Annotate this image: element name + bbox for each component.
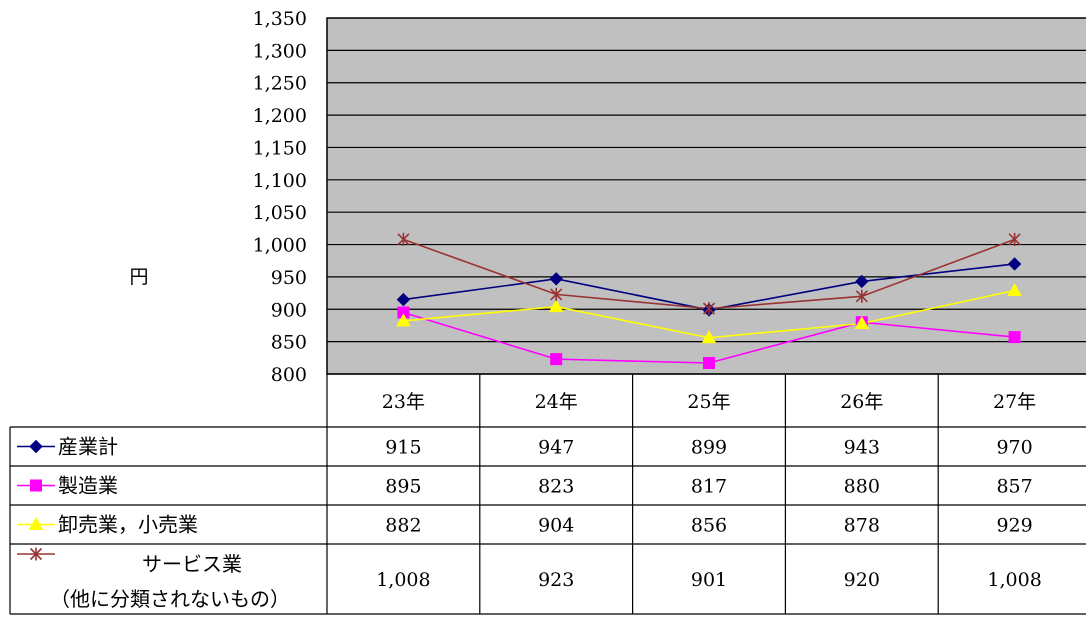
x-tick-label: 26年 — [840, 391, 883, 413]
table-cell-value: 915 — [385, 437, 421, 459]
y-tick-label: 950 — [271, 267, 307, 289]
y-tick-label: 1,200 — [253, 105, 307, 127]
data-point-marker — [1007, 282, 1022, 297]
table-cell-value: 823 — [538, 476, 574, 498]
legend-key-marker — [28, 516, 44, 530]
data-point-marker — [549, 272, 563, 286]
y-tick-label: 800 — [271, 364, 307, 386]
data-point-marker — [396, 292, 411, 307]
y-axis: 800 850 900 950 1,000 1,050 1,100 1,150 1,200 1,2… — [253, 8, 307, 386]
table-cell-value: 920 — [844, 569, 880, 591]
table-cell-value: 878 — [844, 515, 880, 537]
table-cell-value: 923 — [538, 569, 574, 591]
y-tick-label: 850 — [271, 332, 307, 354]
table-cell-value: 901 — [691, 569, 727, 591]
y-tick-label: 1,050 — [253, 202, 307, 224]
data-point-marker — [703, 356, 715, 369]
legend-key-marker — [29, 439, 43, 454]
data-point-marker — [548, 299, 564, 313]
legend-label: サービス業 — [142, 552, 242, 576]
data-point-marker — [701, 330, 717, 344]
y-tick-label: 1,250 — [253, 73, 307, 95]
table-cell-value: 895 — [385, 476, 421, 498]
y-axis-label: 円 — [129, 266, 148, 288]
legend-label: 卸売業，小売業 — [58, 513, 198, 537]
legend-label: 産業計 — [58, 435, 118, 459]
table-cell-value: 904 — [538, 515, 574, 537]
gridlines — [327, 49, 1086, 343]
plot-area — [326, 17, 1086, 375]
table-cell-value: 1,008 — [376, 569, 430, 591]
y-tick-label: 1,350 — [253, 8, 307, 30]
data-point-marker — [1008, 232, 1021, 246]
y-tick-label: 1,150 — [253, 137, 307, 159]
table-cell-value: 880 — [844, 476, 880, 498]
table-cell-value: 970 — [996, 437, 1032, 459]
table-cell-value: 856 — [691, 515, 727, 537]
y-tick-label: 1,300 — [253, 40, 307, 62]
legend-key-marker — [30, 479, 42, 492]
table-cell-value: 882 — [385, 515, 421, 537]
data-point-marker — [854, 315, 870, 330]
legend-key-marker — [29, 547, 43, 561]
x-tick-label: 25年 — [687, 391, 730, 413]
table-cell-value: 943 — [844, 437, 880, 459]
series-markers — [396, 232, 1022, 369]
data-point-marker — [855, 274, 869, 289]
table-cell-value: 817 — [691, 476, 727, 498]
data-point-marker — [855, 289, 868, 303]
x-tick-label: 23年 — [382, 391, 425, 413]
data-point-marker — [702, 302, 716, 316]
table-cell-value: 929 — [996, 515, 1032, 537]
legend-label: 製造業 — [58, 474, 118, 498]
x-tick-label: 27年 — [993, 391, 1036, 413]
table-cell-value: 899 — [691, 437, 727, 459]
data-point-marker — [1008, 331, 1021, 344]
table-cell-value: 1,008 — [987, 569, 1041, 591]
table-cell-value: 947 — [538, 437, 574, 459]
x-tick-label: 24年 — [535, 391, 578, 413]
data-point-marker — [1007, 257, 1022, 271]
y-tick-label: 1,000 — [253, 235, 307, 257]
y-tick-label: 1,100 — [253, 170, 307, 192]
table-cell-value: 857 — [996, 476, 1032, 498]
y-tick-label: 900 — [271, 299, 307, 321]
legend-label: （他に分類されないもの） — [50, 587, 290, 611]
data-point-marker — [550, 353, 563, 366]
data-point-marker — [396, 313, 411, 327]
data-point-marker — [550, 287, 563, 301]
data-point-marker — [397, 232, 410, 246]
